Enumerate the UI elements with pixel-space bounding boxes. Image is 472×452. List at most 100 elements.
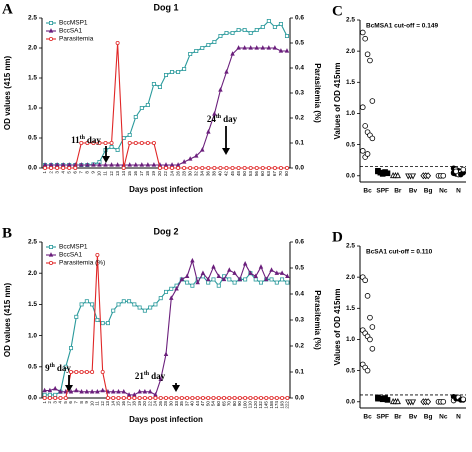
marker xyxy=(185,280,190,285)
marker xyxy=(458,171,464,178)
y2-tick-label: 0.4 xyxy=(295,65,304,72)
marker xyxy=(206,129,211,134)
marker xyxy=(253,395,258,400)
x-tick-label: 19 xyxy=(151,171,156,177)
x-tick-label: 34 xyxy=(200,171,205,177)
legend-marker xyxy=(49,37,54,42)
x-tick-label: 24 xyxy=(153,401,158,407)
marker xyxy=(105,321,110,326)
annotation-number: 9 xyxy=(45,363,50,373)
marker xyxy=(100,387,105,393)
marker xyxy=(153,392,158,397)
x-tick-label: 145 xyxy=(263,401,268,409)
marker xyxy=(216,395,221,400)
marker xyxy=(151,162,157,167)
x-tick-label: 36 xyxy=(206,171,211,177)
marker xyxy=(97,162,102,167)
marker xyxy=(109,140,114,145)
marker xyxy=(200,395,205,400)
marker xyxy=(206,395,211,400)
marker xyxy=(369,324,376,330)
series-line xyxy=(45,42,287,169)
marker xyxy=(174,285,179,291)
marker xyxy=(264,276,269,282)
marker xyxy=(52,385,58,391)
marker xyxy=(230,165,235,170)
x-tick-label: 53 xyxy=(248,171,253,177)
marker xyxy=(285,280,290,285)
annotation-word: day xyxy=(87,135,102,145)
x-tick-label: 44 xyxy=(195,401,200,407)
x-tick-label: N xyxy=(456,188,461,195)
marker xyxy=(224,30,229,35)
marker xyxy=(139,140,144,145)
marker xyxy=(145,140,150,145)
marker xyxy=(243,395,248,400)
marker xyxy=(169,286,174,291)
marker xyxy=(127,162,132,167)
marker xyxy=(127,140,132,145)
y2-tick-label: 0.1 xyxy=(295,369,304,376)
marker xyxy=(145,162,151,167)
x-tick-label: 38 xyxy=(212,171,217,177)
annotation-word: day xyxy=(223,114,238,124)
marker xyxy=(284,165,289,170)
marker xyxy=(74,387,79,393)
annotation: 24th day xyxy=(207,114,238,124)
marker xyxy=(169,162,175,167)
marker xyxy=(200,147,205,152)
marker xyxy=(116,388,121,394)
marker xyxy=(190,257,195,263)
x-tick-label: 20 xyxy=(157,171,162,177)
x-tick-label: 60 xyxy=(216,401,221,407)
y-tick-label: 2.5 xyxy=(28,15,37,22)
x-tick-label: SPF xyxy=(376,414,389,421)
marker xyxy=(359,29,366,36)
marker xyxy=(254,27,259,32)
y-axis-title: Values of OD 415nm xyxy=(333,289,342,366)
legend-marker xyxy=(49,260,54,265)
marker xyxy=(367,314,373,321)
y2-tick-label: 0.6 xyxy=(295,15,304,22)
marker xyxy=(43,165,48,170)
y-tick-label: 2.5 xyxy=(346,17,355,24)
legend-marker xyxy=(49,20,54,25)
x-tick-label: 22 xyxy=(163,171,168,177)
marker xyxy=(182,67,187,72)
marker xyxy=(174,395,179,400)
marker xyxy=(211,264,216,269)
marker xyxy=(163,289,168,294)
x-tick-label: 20 xyxy=(142,401,147,407)
x-tick-label: Bc xyxy=(363,414,372,421)
marker xyxy=(227,267,232,272)
marker xyxy=(170,165,175,170)
x-tick-label: 47 xyxy=(200,401,205,407)
x-tick-label: 6 xyxy=(68,401,73,404)
marker xyxy=(100,321,105,326)
x-tick-label: 14 xyxy=(121,171,126,177)
y2-tick-label: 0.3 xyxy=(295,90,304,97)
x-tick-label: 13 xyxy=(115,171,120,177)
marker xyxy=(274,395,279,400)
x-tick-label: 90 xyxy=(237,401,242,407)
x-tick-label: 4 xyxy=(58,401,63,404)
x-tick-label: 32 xyxy=(193,171,198,177)
marker xyxy=(242,45,247,50)
marker xyxy=(142,388,148,394)
panel-label: D xyxy=(332,229,343,245)
marker xyxy=(440,398,447,405)
marker xyxy=(222,395,227,400)
marker xyxy=(74,369,79,374)
marker xyxy=(79,302,84,307)
marker xyxy=(375,395,381,402)
annotation-suffix: th xyxy=(50,363,56,369)
marker xyxy=(218,165,223,170)
x-tick-label: 28 xyxy=(181,171,186,177)
annotation: 21th day xyxy=(135,371,166,381)
marker xyxy=(115,147,120,152)
y2-axis-title: Parasitemia (%) xyxy=(313,290,322,350)
x-tick-label: 2 xyxy=(48,171,53,174)
marker xyxy=(158,296,163,301)
marker xyxy=(181,159,187,164)
marker xyxy=(147,388,153,394)
